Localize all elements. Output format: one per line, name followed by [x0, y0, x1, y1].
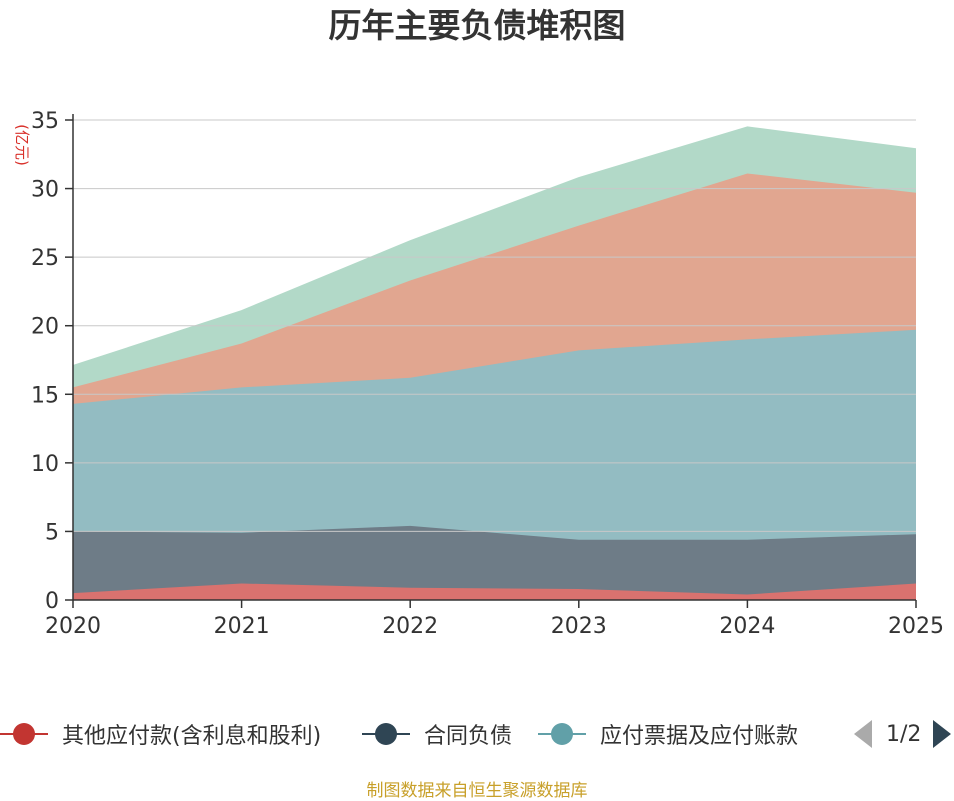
area-series-4[interactable]: [73, 126, 916, 388]
area-series-1[interactable]: [73, 525, 916, 595]
legend-next-arrow-icon[interactable]: [933, 720, 952, 748]
x-tick-label: 2025: [888, 614, 944, 639]
legend: 其他应付款(含利息和股利) 合同负债 应付票据及应付账款 1/2: [0, 714, 954, 754]
x-tick-label: 2023: [551, 614, 607, 639]
legend-item-1[interactable]: 合同负债: [362, 714, 512, 754]
legend-swatch-icon: [538, 714, 588, 754]
legend-item-2[interactable]: 应付票据及应付账款: [538, 714, 798, 754]
y-tick-label: 30: [31, 178, 59, 203]
area-series-2[interactable]: [73, 329, 916, 540]
source-note: 制图数据来自恒生聚源数据库: [366, 781, 588, 801]
legend-label: 其他应付款(含利息和股利): [62, 724, 322, 749]
grid-layer: [73, 119, 916, 532]
legend-prev-arrow-icon[interactable]: [854, 720, 872, 748]
y-tick-label: 15: [31, 383, 59, 408]
x-tick-label: 2021: [214, 614, 270, 639]
x-tick-label: 2020: [45, 614, 101, 639]
legend-label: 应付票据及应付账款: [600, 724, 799, 749]
legend-page-indicator: 1/2: [886, 721, 922, 747]
area-series-0[interactable]: [73, 583, 916, 601]
legend-swatch-icon: [362, 714, 412, 754]
legend-label: 合同负债: [424, 724, 513, 749]
y-tick-label: 20: [31, 315, 59, 340]
x-tick-label: 2024: [719, 614, 775, 639]
chart-title: 历年主要负债堆积图: [328, 6, 626, 45]
area-series-line-4: [72, 126, 917, 366]
legend-item-0[interactable]: 其他应付款(含利息和股利): [0, 714, 321, 754]
legend-pager: 1/2: [854, 714, 952, 754]
axes-layer: [65, 114, 917, 608]
area-series-3[interactable]: [73, 173, 916, 404]
y-tick-label: 10: [31, 452, 59, 477]
y-tick-label: 25: [31, 246, 59, 271]
y-tick-label: 5: [45, 520, 59, 545]
y-axis-unit-label: (亿元): [13, 124, 31, 166]
legend-swatch-icon: [0, 714, 50, 754]
y-tick-label: 0: [45, 589, 59, 614]
y-tick-label: 35: [31, 109, 59, 134]
area-layer: [72, 126, 917, 601]
x-tick-label: 2022: [382, 614, 438, 639]
